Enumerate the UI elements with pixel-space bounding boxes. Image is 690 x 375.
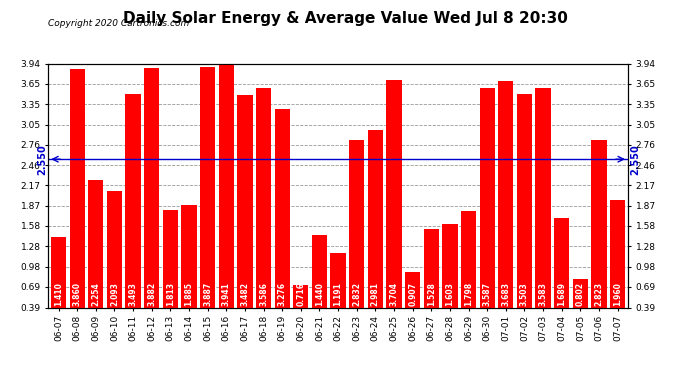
Text: 2.832: 2.832 bbox=[352, 282, 362, 306]
Bar bbox=[498, 81, 513, 334]
Text: 0.802: 0.802 bbox=[576, 282, 585, 306]
Text: 1.960: 1.960 bbox=[613, 282, 622, 306]
Bar bbox=[517, 94, 532, 334]
Text: 2.093: 2.093 bbox=[110, 282, 119, 306]
Text: 3.503: 3.503 bbox=[520, 282, 529, 306]
Text: 3.941: 3.941 bbox=[221, 282, 230, 306]
Text: 1.813: 1.813 bbox=[166, 282, 175, 306]
Text: 3.882: 3.882 bbox=[147, 282, 156, 306]
Bar bbox=[535, 88, 551, 334]
Text: 3.704: 3.704 bbox=[390, 282, 399, 306]
Bar bbox=[442, 224, 457, 334]
Text: 2.550: 2.550 bbox=[630, 144, 640, 175]
Text: 3.493: 3.493 bbox=[128, 282, 137, 306]
Bar bbox=[610, 200, 625, 334]
Bar bbox=[554, 218, 569, 334]
Bar bbox=[331, 252, 346, 334]
Bar bbox=[256, 88, 271, 334]
Bar bbox=[405, 272, 420, 334]
Bar bbox=[480, 88, 495, 334]
Text: 1.798: 1.798 bbox=[464, 282, 473, 306]
Text: 2.550: 2.550 bbox=[37, 144, 48, 175]
Text: 1.191: 1.191 bbox=[333, 282, 343, 306]
Bar bbox=[51, 237, 66, 334]
Text: 3.887: 3.887 bbox=[203, 282, 212, 306]
Text: 1.410: 1.410 bbox=[54, 282, 63, 306]
Text: 3.586: 3.586 bbox=[259, 282, 268, 306]
Bar bbox=[293, 285, 308, 334]
Text: 3.683: 3.683 bbox=[502, 282, 511, 306]
Text: 1.885: 1.885 bbox=[184, 282, 193, 306]
Bar bbox=[386, 80, 402, 334]
Text: 1.603: 1.603 bbox=[446, 282, 455, 306]
Bar bbox=[144, 68, 159, 334]
Text: 3.587: 3.587 bbox=[483, 282, 492, 306]
Bar bbox=[312, 236, 327, 334]
Text: 2.823: 2.823 bbox=[595, 282, 604, 306]
Bar bbox=[70, 69, 85, 334]
Text: 3.276: 3.276 bbox=[277, 282, 286, 306]
Text: Copyright 2020 Cartronics.com: Copyright 2020 Cartronics.com bbox=[48, 19, 190, 28]
Text: 1.440: 1.440 bbox=[315, 282, 324, 306]
Bar bbox=[163, 210, 178, 334]
Bar bbox=[349, 140, 364, 334]
Text: 2.254: 2.254 bbox=[91, 282, 100, 306]
Bar bbox=[88, 180, 104, 334]
Bar bbox=[573, 279, 588, 334]
Bar bbox=[461, 211, 476, 334]
Bar bbox=[237, 95, 253, 334]
Text: 1.528: 1.528 bbox=[427, 282, 436, 306]
Bar bbox=[181, 205, 197, 334]
Text: 3.583: 3.583 bbox=[539, 282, 548, 306]
Bar bbox=[107, 190, 122, 334]
Bar bbox=[368, 130, 383, 334]
Text: 1.689: 1.689 bbox=[558, 282, 566, 306]
Bar bbox=[200, 68, 215, 334]
Text: 2.981: 2.981 bbox=[371, 282, 380, 306]
Text: 3.860: 3.860 bbox=[72, 282, 81, 306]
Bar bbox=[424, 230, 439, 334]
Bar bbox=[219, 64, 234, 334]
Text: Daily Solar Energy & Average Value Wed Jul 8 20:30: Daily Solar Energy & Average Value Wed J… bbox=[123, 11, 567, 26]
Bar bbox=[275, 110, 290, 334]
Text: 3.482: 3.482 bbox=[240, 282, 249, 306]
Text: 0.907: 0.907 bbox=[408, 282, 417, 306]
Bar bbox=[126, 94, 141, 334]
Legend: Average($), Daily($): Average($), Daily($) bbox=[475, 0, 623, 1]
Bar bbox=[591, 141, 607, 334]
Text: 0.716: 0.716 bbox=[296, 282, 306, 306]
